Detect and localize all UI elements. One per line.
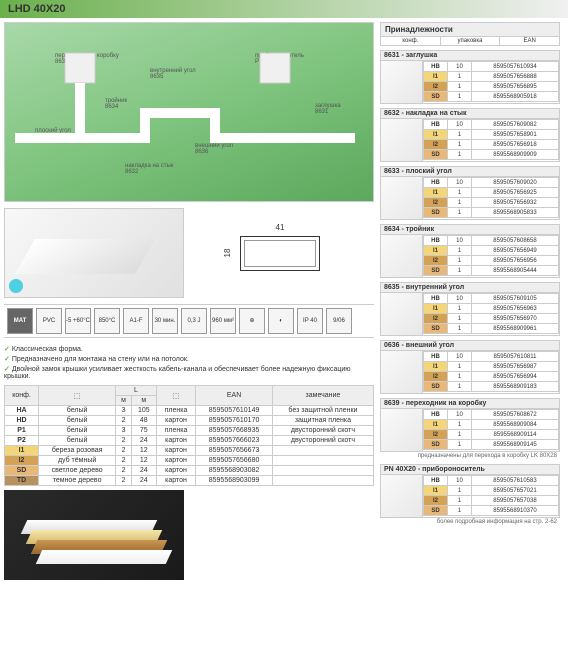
accessory-block: 8632 - накладка на стыкHB108595057609082… bbox=[380, 108, 560, 162]
acc-thumb bbox=[381, 475, 423, 517]
table-row: I2дуб тёмный212картон8595057656680 bbox=[5, 456, 374, 466]
acc-row: I118595057656888 bbox=[424, 72, 559, 82]
acc-row: I118595568909084 bbox=[424, 420, 559, 430]
spec-icon: IP 40 bbox=[297, 308, 323, 334]
acc-col-head: упаковка bbox=[441, 37, 501, 45]
acc-note: более подробная информация на стр. 2-62 bbox=[380, 518, 560, 526]
acc-row: I118595057656963 bbox=[424, 304, 559, 314]
accessory-block: 8634 - тройникHB108595057608658I11859505… bbox=[380, 224, 560, 278]
table-row: I1береза розовая212картон8595057656673 bbox=[5, 446, 374, 456]
spec-icon: 850°C bbox=[94, 308, 120, 334]
color-dot-icon bbox=[9, 279, 23, 293]
acc-thumb bbox=[381, 409, 423, 451]
acc-thumb bbox=[381, 177, 423, 219]
acc-title: 8633 - плоский угол bbox=[380, 166, 560, 177]
accessory-block: 8631 - заглушкаHB108595057610934I1185950… bbox=[380, 50, 560, 104]
acc-row: SD18595568909909 bbox=[424, 150, 559, 160]
render-3d: переходник на коробку8639внутренний угол… bbox=[4, 22, 374, 202]
spec-icon: -5 +60°C bbox=[65, 308, 91, 334]
table-row: SDсветлое дерево224картон8595568903082 bbox=[5, 466, 374, 476]
dim-width: 41 bbox=[276, 223, 285, 232]
cross-section-diagram: 41 18 bbox=[190, 208, 370, 298]
acc-row: I118595057656949 bbox=[424, 246, 559, 256]
wood-variants-photo bbox=[4, 490, 184, 580]
acc-row: SD18595568909145 bbox=[424, 440, 559, 450]
accessories-subhead: конф.упаковкаEAN bbox=[380, 37, 560, 46]
table-row: HDбелый248картон8595057610170защитная пл… bbox=[5, 416, 374, 426]
dim-height: 18 bbox=[223, 249, 232, 258]
spec-icon: PVC bbox=[36, 308, 62, 334]
acc-row: HB108595057608672 bbox=[424, 410, 559, 420]
accessory-block: PN 40X20 - приборонoсительHB108595057610… bbox=[380, 464, 560, 526]
acc-thumb bbox=[381, 119, 423, 161]
spec-icons-row: MATPVC-5 +60°C850°CA1-F30 мин.0,3 J960 м… bbox=[4, 304, 374, 338]
spec-icon: MAT bbox=[7, 308, 33, 334]
acc-row: I218595057657038 bbox=[424, 496, 559, 506]
acc-note: предназначены для перехода в коробку LK … bbox=[380, 452, 560, 460]
acc-row: SD18595568909183 bbox=[424, 382, 559, 392]
acc-title: 8634 - тройник bbox=[380, 224, 560, 235]
acc-title: 8639 - переходник на коробку bbox=[380, 398, 560, 409]
table-row: TDтемное дерево224картон8595568903099 bbox=[5, 476, 374, 486]
acc-row: SD18595568905444 bbox=[424, 266, 559, 276]
accessory-block: 0636 - внешний уголHB108595057610811I118… bbox=[380, 340, 560, 394]
spec-icon: 30 мин. bbox=[152, 308, 178, 334]
feature-item: Двойной замок крышки усиливает жесткость… bbox=[4, 364, 374, 381]
acc-row: I218595568909114 bbox=[424, 430, 559, 440]
feature-item: Предназначено для монтажа на стену или н… bbox=[4, 354, 374, 364]
table-row: HAбелый3105пленка8595057610149без защитн… bbox=[5, 406, 374, 416]
spec-icon: ⊕ bbox=[239, 308, 265, 334]
acc-row: HB108595057610811 bbox=[424, 352, 559, 362]
acc-row: I118595057658901 bbox=[424, 130, 559, 140]
acc-title: PN 40X20 - приборонoситель bbox=[380, 464, 560, 475]
acc-row: HB108595057609020 bbox=[424, 178, 559, 188]
acc-title: 0636 - внешний угол bbox=[380, 340, 560, 351]
page-title: LHD 40X20 bbox=[0, 0, 568, 18]
acc-row: I218595057656932 bbox=[424, 198, 559, 208]
acc-row: HB108595057610583 bbox=[424, 476, 559, 486]
acc-title: 8632 - накладка на стык bbox=[380, 108, 560, 119]
acc-thumb bbox=[381, 235, 423, 277]
main-table: конф.⬚L⬚EANзамечаниеммHAбелый3105пленка8… bbox=[4, 385, 374, 486]
acc-col-head: конф. bbox=[381, 37, 441, 45]
table-row: P2белый224картон8595057666023двусторонни… bbox=[5, 436, 374, 446]
acc-title: 8631 - заглушка bbox=[380, 50, 560, 61]
acc-row: HB108595057610934 bbox=[424, 62, 559, 72]
profile-photo bbox=[4, 208, 184, 298]
feature-item: Классическая форма. bbox=[4, 344, 374, 354]
acc-row: I218595057656918 bbox=[424, 140, 559, 150]
spec-icon: 9/06 bbox=[326, 308, 352, 334]
acc-row: I218595057656956 bbox=[424, 256, 559, 266]
accessory-block: 8639 - переходник на коробкуHB1085950576… bbox=[380, 398, 560, 460]
acc-row: HB108595057609082 bbox=[424, 120, 559, 130]
acc-row: I218595057656994 bbox=[424, 372, 559, 382]
spec-icon: 0,3 J bbox=[181, 308, 207, 334]
spec-icon: A1-F bbox=[123, 308, 149, 334]
acc-thumb bbox=[381, 351, 423, 393]
accessories-header: Принадлежности bbox=[380, 22, 560, 37]
spec-icon: ◐ bbox=[268, 308, 294, 334]
acc-row: SD18595568909961 bbox=[424, 324, 559, 334]
table-row: P1белый375пленка8595057668935двусторонни… bbox=[5, 426, 374, 436]
acc-row: SD18595568910370 bbox=[424, 506, 559, 516]
features-list: Классическая форма.Предназначено для мон… bbox=[4, 344, 374, 381]
accessory-block: 8635 - внутренний уголHB108595057609105I… bbox=[380, 282, 560, 336]
acc-row: I118595057657021 bbox=[424, 486, 559, 496]
acc-thumb bbox=[381, 293, 423, 335]
acc-thumb bbox=[381, 61, 423, 103]
acc-title: 8635 - внутренний угол bbox=[380, 282, 560, 293]
acc-row: HB108595057608658 bbox=[424, 236, 559, 246]
acc-row: HB108595057609105 bbox=[424, 294, 559, 304]
accessories-panel: Принадлежности конф.упаковкаEAN 8631 - з… bbox=[380, 22, 560, 580]
acc-row: I118595057656925 bbox=[424, 188, 559, 198]
acc-row: SD18595568905918 bbox=[424, 92, 559, 102]
accessory-block: 8633 - плоский уголHB108595057609020I118… bbox=[380, 166, 560, 220]
acc-col-head: EAN bbox=[500, 37, 559, 45]
acc-row: SD18595568905833 bbox=[424, 208, 559, 218]
spec-icon: 960 мм² bbox=[210, 308, 236, 334]
acc-row: I118595057656987 bbox=[424, 362, 559, 372]
acc-row: I218595057656895 bbox=[424, 82, 559, 92]
acc-row: I218595057656970 bbox=[424, 314, 559, 324]
